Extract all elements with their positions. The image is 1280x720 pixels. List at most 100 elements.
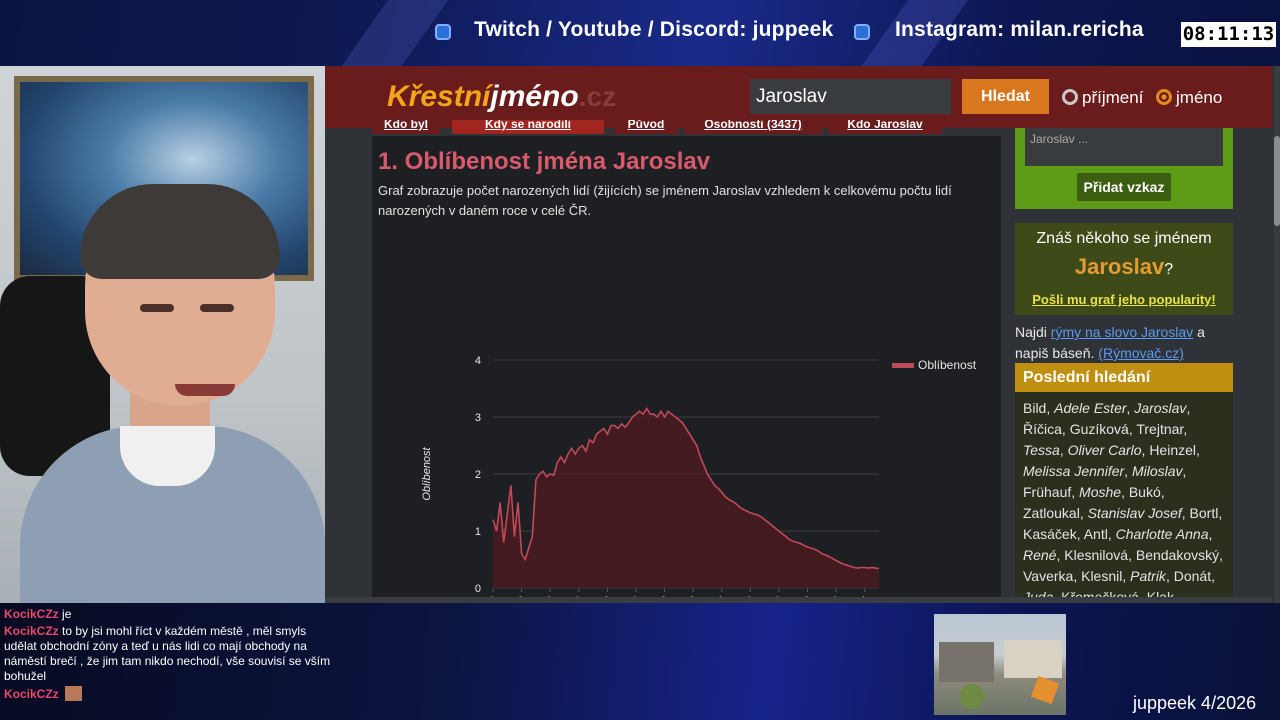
page-title: 1. Oblíbenost jména Jaroslav (378, 148, 711, 175)
person-hair (80, 184, 280, 279)
recent-search-link[interactable]: Moshe (1079, 484, 1122, 500)
site-logo[interactable]: Křestníjméno.cz (387, 80, 616, 114)
recent-search-link[interactable]: Melissa Jennifer (1023, 463, 1125, 479)
recent-search-link[interactable]: Miloslav (1131, 463, 1183, 479)
tab-puvod[interactable]: Původ (614, 120, 678, 134)
vertical-scrollbar[interactable] (1274, 66, 1280, 603)
webcam-feed (0, 66, 325, 603)
chat-username[interactable]: KocikCZz (4, 607, 59, 621)
stream-overlay-topbar: Twitch / Youtube / Discord: juppeek Inst… (0, 0, 1280, 66)
recent-search-link[interactable]: Zatloukal (1023, 505, 1080, 521)
person-tshirt (120, 426, 215, 486)
promo-text: Znáš někoho se jménem (1036, 230, 1212, 247)
recent-search-link[interactable]: Patrik (1130, 568, 1166, 584)
recent-search-link[interactable]: Jaroslav (1134, 400, 1187, 416)
scrollbar-thumb[interactable] (1274, 136, 1280, 226)
tab-osobnosti[interactable]: Osobnosti (3437) (684, 120, 822, 134)
chat-username[interactable]: KocikCZz (4, 624, 59, 638)
y-tick-label: 4 (475, 355, 481, 367)
recent-search-link[interactable]: Klesnil (1081, 568, 1123, 584)
recent-searches-list: Bild, Adele Ester, Jaroslav, Říčica, Guz… (1023, 400, 1224, 603)
recent-search-link[interactable]: Kasáček (1023, 526, 1077, 542)
recent-search-link[interactable]: Bortl (1189, 505, 1219, 521)
chat-panel: KocikCZz je KocikCZz to by jsi mohl říct … (4, 607, 334, 704)
recent-search-link[interactable]: Antl (1083, 526, 1108, 542)
y-axis-label: Oblíbenost (421, 446, 433, 500)
chat-text: to by jsi mohl říct v každém městě , měl… (4, 624, 331, 683)
rhymes-mid: a napiš báseň. (1015, 324, 1205, 361)
legend-swatch (892, 363, 914, 368)
promo-name-line: Jaroslav? (1015, 254, 1233, 280)
logo-part2: jméno (490, 80, 579, 113)
social-handles: Twitch / Youtube / Discord: juppeek (474, 18, 834, 41)
recent-search-link[interactable]: Bild (1023, 400, 1047, 416)
radio-name[interactable]: jméno (1156, 88, 1222, 108)
recent-searches-title: Poslední hledání (1015, 363, 1233, 392)
logo-part1: Křestní (387, 80, 491, 113)
recent-search-link[interactable]: Trejtnar (1136, 421, 1184, 437)
orange-object (1030, 675, 1060, 705)
message-box: Jaroslav ... Přidat vzkaz (1015, 128, 1233, 209)
rymovac-link[interactable]: (Rýmovač.cz) (1098, 345, 1184, 361)
cat-emote-icon (65, 686, 83, 701)
recent-search-link[interactable]: Bendakovský (1135, 547, 1220, 563)
recent-search-link[interactable]: Frühauf (1023, 484, 1072, 500)
recent-search-link[interactable]: Vaverka (1023, 568, 1074, 584)
recent-search-link[interactable]: Říčica (1023, 421, 1062, 437)
chat-username[interactable]: KocikCZz (4, 687, 59, 701)
watermark: juppeek 4/2026 (1133, 693, 1257, 713)
street-camera-feed (934, 614, 1066, 715)
main-content: 1. Oblíbenost jména Jaroslav Graf zobraz… (372, 136, 1001, 603)
recent-search-link[interactable]: Heinzel (1149, 442, 1197, 458)
series-area (493, 408, 879, 588)
share-graph-link[interactable]: Pošli mu graf jeho popularity! (1032, 292, 1216, 307)
clock: 08:11:13 (1181, 22, 1276, 47)
building (939, 642, 994, 682)
promo-question: ? (1164, 261, 1174, 278)
message-textarea[interactable]: Jaroslav ... (1025, 128, 1223, 166)
y-tick-label: 3 (475, 412, 481, 424)
search-button[interactable]: Hledat (962, 79, 1049, 114)
radio-surname-label: příjmení (1082, 88, 1144, 107)
browser-viewport: Křestníjméno.cz Hledat příjmení jméno Kd… (325, 66, 1280, 603)
instagram-handle: Instagram: milan.rericha (895, 18, 1144, 41)
promo-name: Jaroslav (1074, 254, 1165, 279)
radio-surname[interactable]: příjmení (1062, 88, 1143, 108)
horizontal-scrollbar[interactable] (325, 597, 1272, 603)
site-header: Křestníjméno.cz Hledat příjmení jméno (325, 66, 1272, 128)
y-tick-label: 1 (475, 526, 481, 538)
person-eye (140, 304, 174, 312)
person-smile (175, 384, 235, 396)
logo-part3: .cz (578, 81, 617, 112)
building (1004, 640, 1062, 678)
recent-search-link[interactable]: Adele Ester (1054, 400, 1127, 416)
chat-message: KocikCZz je (4, 607, 334, 622)
recent-search-link[interactable]: Oliver Carlo (1067, 442, 1142, 458)
person-eye (200, 304, 234, 312)
recent-search-link[interactable]: Charlotte Anna (1115, 526, 1209, 542)
rhymes-link[interactable]: rýmy na slovo Jaroslav (1050, 324, 1194, 340)
search-input[interactable] (750, 79, 951, 114)
tab-kdo-byl[interactable]: Kdo byl (372, 120, 440, 134)
tab-kdy-se-narodili[interactable]: Kdy se narodili (452, 120, 604, 134)
legend-label: Oblíbenost (918, 358, 977, 372)
instagram-icon (854, 24, 870, 40)
twitch-icon (435, 24, 451, 40)
recent-search-link[interactable]: Donát (1173, 568, 1212, 584)
recent-search-link[interactable]: Guzíková (1069, 421, 1129, 437)
chat-message: KocikCZz (4, 686, 334, 702)
add-message-button[interactable]: Přidat vzkaz (1077, 173, 1171, 201)
chart-description: Graf zobrazuje počet narozených lidí (ži… (378, 183, 952, 218)
tab-kdo-jaroslav[interactable]: Kdo Jaroslav (828, 120, 942, 134)
chat-text: je (62, 607, 72, 621)
recent-search-link[interactable]: Klesnilová (1064, 547, 1129, 563)
recent-search-link[interactable]: Tessa (1023, 442, 1060, 458)
y-tick-label: 0 (475, 583, 481, 595)
rhymes-prefix: Najdi (1015, 324, 1051, 340)
radio-name-label: jméno (1176, 88, 1223, 107)
recent-search-link[interactable]: Bukó (1128, 484, 1161, 500)
recent-search-link[interactable]: René (1023, 547, 1057, 563)
popularity-chart: 0123419101918192619341942195019581966197… (421, 355, 977, 603)
recent-search-link[interactable]: Stanislav Josef (1087, 505, 1182, 521)
rhymes-text: Najdi rýmy na slovo Jaroslav a napiš bás… (1015, 322, 1233, 364)
